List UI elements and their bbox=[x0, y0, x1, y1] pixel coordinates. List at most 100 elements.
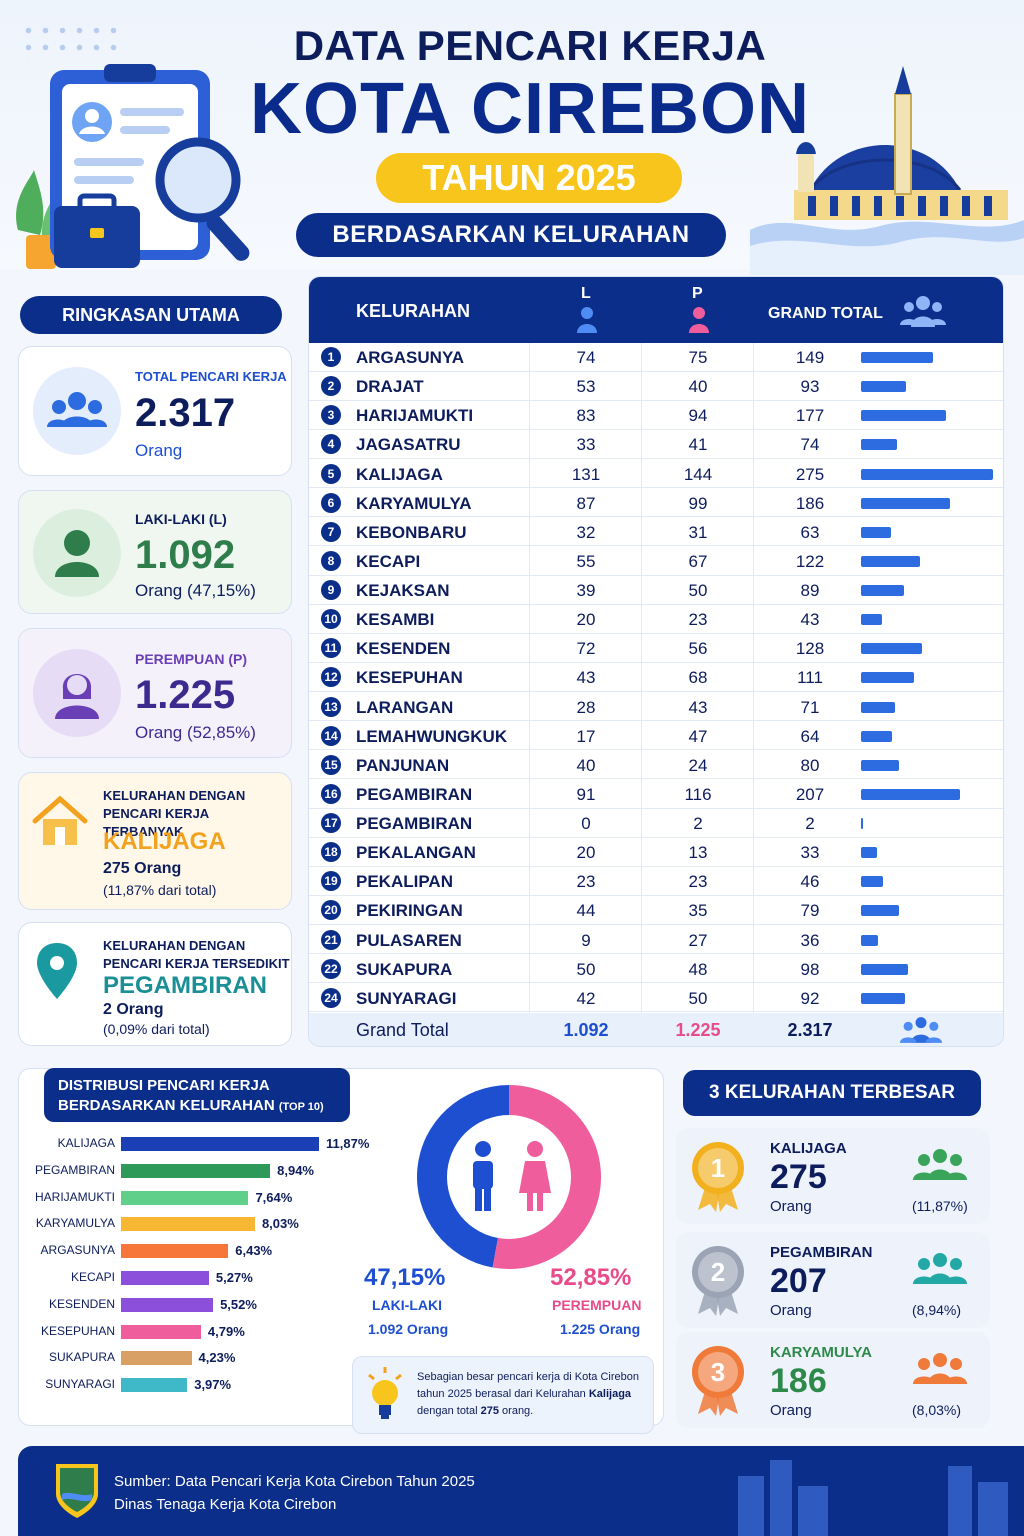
row-total-bar bbox=[861, 818, 863, 830]
distribution-bar-value: 4,79% bbox=[207, 1323, 245, 1339]
row-number: 7 bbox=[321, 521, 341, 542]
distribution-bar bbox=[121, 1324, 201, 1339]
row-p-value: 56 bbox=[688, 639, 708, 659]
people-group-icon bbox=[913, 1353, 967, 1384]
people-group-icon bbox=[47, 392, 107, 427]
male-percent: 47,15% bbox=[364, 1264, 446, 1291]
table-row: 12 KESEPUHAN 43 68 111 bbox=[309, 663, 1003, 693]
table-row: 20 PEKIRINGAN 44 35 79 bbox=[309, 896, 1003, 926]
top3-unit: Orang bbox=[770, 1198, 812, 1215]
summary-title: RINGKASAN UTAMA bbox=[20, 296, 282, 334]
row-p-value: 41 bbox=[688, 435, 708, 455]
row-total-value: 93 bbox=[800, 377, 820, 397]
distribution-bar bbox=[121, 1378, 188, 1393]
distribution-bar-label: KESENDEN bbox=[48, 1296, 115, 1311]
row-l-value: 83 bbox=[576, 406, 596, 426]
row-total-bar bbox=[861, 497, 951, 509]
row-total-value: 71 bbox=[800, 697, 820, 717]
row-number: 2 bbox=[321, 376, 341, 397]
row-total-bar bbox=[861, 759, 900, 771]
row-p-value: 67 bbox=[688, 551, 708, 571]
top3-unit: Orang bbox=[770, 1302, 812, 1319]
people-group-icon bbox=[913, 1253, 967, 1284]
insight-note: Sebagian besar pencari kerja di Kota Cir… bbox=[352, 1356, 654, 1434]
distribution-bar bbox=[121, 1137, 319, 1151]
top3-card: 3 KARYAMULYA 186 Orang (8,03%) bbox=[676, 1332, 990, 1428]
top3-unit: Orang bbox=[770, 1402, 812, 1419]
row-l-value: 17 bbox=[576, 726, 596, 746]
row-total-bar bbox=[861, 614, 882, 626]
total-unit: Orang bbox=[135, 441, 183, 460]
top3-name: PEGAMBIRAN bbox=[770, 1244, 873, 1261]
row-kelurahan: DRAJAT bbox=[356, 377, 424, 397]
row-l-value: 87 bbox=[576, 493, 596, 513]
distribution-bar-label: SUKAPURA bbox=[48, 1350, 115, 1365]
row-number: 6 bbox=[321, 492, 341, 513]
total-value: 2.317 bbox=[135, 391, 236, 435]
table-row: 21 PULASAREN 9 27 36 bbox=[309, 926, 1003, 955]
row-p-value: 24 bbox=[688, 755, 708, 775]
table-header: KELURAHAN L P GRAND TOTAL bbox=[309, 277, 1003, 343]
row-l-value: 42 bbox=[576, 988, 596, 1008]
row-l-value: 131 bbox=[571, 464, 601, 484]
row-p-value: 116 bbox=[684, 784, 712, 804]
table-row: 16 PEGAMBIRAN 91 116 207 bbox=[309, 780, 1003, 809]
row-total-value: 63 bbox=[800, 522, 820, 542]
row-p-value: 47 bbox=[688, 726, 708, 746]
distribution-bar-value: 3,97% bbox=[194, 1377, 232, 1393]
mosque-illustration-icon bbox=[750, 66, 1024, 275]
group-header-icon bbox=[900, 296, 946, 327]
distribution-bar-value: 11,87% bbox=[326, 1136, 370, 1151]
row-kelurahan: PANJUNAN bbox=[356, 755, 450, 775]
insight-bold-value: 275 bbox=[480, 1405, 499, 1417]
distribution-bar-value: 4,23% bbox=[198, 1350, 236, 1366]
row-p-value: 27 bbox=[688, 930, 708, 950]
row-kelurahan: KEJAKSAN bbox=[356, 581, 450, 601]
row-total-value: 275 bbox=[795, 464, 825, 484]
row-kelurahan: KEBONBARU bbox=[356, 522, 467, 542]
title-line2: KOTA CIREBON bbox=[250, 69, 810, 149]
most-label: KELURAHAN DENGAN PENCARI KERJA TERBANYAK bbox=[103, 787, 291, 841]
row-total-bar bbox=[861, 730, 892, 742]
male-header-icon bbox=[577, 307, 597, 333]
table-row: 22 SUKAPURA 50 48 98 bbox=[309, 955, 1003, 984]
table-row: 10 KESAMBI 20 23 43 bbox=[309, 605, 1003, 634]
row-kelurahan: SUKAPURA bbox=[356, 959, 453, 979]
row-kelurahan: PEKIRINGAN bbox=[356, 901, 463, 921]
row-total-value: 74 bbox=[800, 435, 820, 455]
row-total-value: 177 bbox=[795, 406, 825, 426]
table-row: 13 LARANGAN 28 43 71 bbox=[309, 693, 1003, 722]
row-total-bar bbox=[861, 905, 899, 917]
row-total-value: 111 bbox=[797, 668, 823, 688]
distribution-bar-label: KARYAMULYA bbox=[35, 1216, 115, 1231]
most-count: 275 Orang bbox=[103, 860, 182, 877]
insight-bold-name: Kalijaga bbox=[588, 1388, 632, 1400]
house-icon bbox=[32, 795, 88, 845]
footer-l: 1.092 bbox=[563, 1020, 609, 1040]
distribution-bar-value: 8,03% bbox=[261, 1216, 299, 1232]
donut-hole bbox=[447, 1115, 571, 1239]
year-badge: TAHUN 2025 bbox=[376, 153, 682, 203]
row-number: 9 bbox=[321, 580, 341, 601]
top3-value: 275 bbox=[770, 1158, 827, 1196]
source-line1: Sumber: Data Pencari Kerja Kota Cirebon … bbox=[114, 1473, 475, 1490]
table-row: 17 PEGAMBIRAN 0 2 2 bbox=[309, 809, 1003, 838]
distribution-bar-value: 6,43% bbox=[235, 1243, 273, 1259]
most-label-line2: PENCARI KERJA TERBANYAK bbox=[103, 806, 209, 839]
female-unit: Orang (52,85%) bbox=[135, 723, 256, 742]
top3-card: 2 PEGAMBIRAN 207 Orang (8,94%) bbox=[676, 1232, 990, 1328]
row-l-value: 20 bbox=[576, 610, 596, 630]
row-kelurahan: PULASAREN bbox=[356, 930, 462, 950]
row-total-value: 2 bbox=[805, 814, 815, 834]
row-number: 3 bbox=[321, 405, 341, 426]
row-l-value: 33 bbox=[576, 435, 596, 455]
row-l-value: 0 bbox=[581, 814, 591, 834]
male-circle bbox=[33, 509, 121, 597]
distribution-bar bbox=[121, 1244, 229, 1259]
total-label: TOTAL PENCARI KERJA bbox=[135, 369, 287, 384]
row-p-value: 94 bbox=[688, 406, 708, 426]
row-kelurahan: KESEPUHAN bbox=[356, 668, 463, 688]
distribution-bar-label: KESEPUHAN bbox=[40, 1323, 115, 1338]
distribution-bar bbox=[121, 1297, 214, 1312]
header-l: L bbox=[581, 285, 591, 302]
